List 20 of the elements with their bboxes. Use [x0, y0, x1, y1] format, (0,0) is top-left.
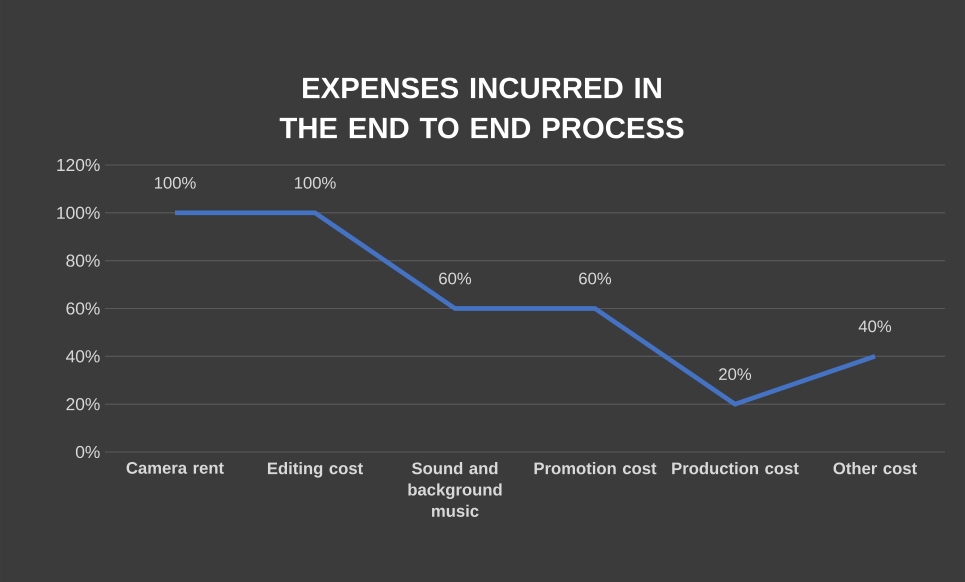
chart-title: EXPENSES INCURRED IN THE END TO END PROCESS	[280, 78, 684, 138]
data-label: 40%	[858, 320, 892, 332]
data-label: 100%	[154, 176, 196, 189]
x-tick-label: Editing cost	[268, 462, 363, 478]
y-tick-label: 60%	[66, 302, 100, 315]
data-label: 60%	[579, 272, 612, 284]
data-label: 60%	[439, 272, 472, 284]
x-tick-label: Camera rent	[126, 462, 224, 474]
y-tick-label: 20%	[66, 398, 100, 410]
y-tick-label: 100%	[57, 206, 100, 219]
data-label: 20%	[719, 368, 752, 380]
x-tick-label: Promotion cost	[534, 462, 656, 474]
x-tick-label: Production cost	[672, 462, 799, 474]
x-tick-label: Sound and background music	[408, 462, 502, 517]
y-tick-label: 120%	[57, 158, 100, 172]
data-label: 100%	[294, 176, 336, 189]
y-tick-label: 80%	[66, 254, 100, 267]
y-tick-label: 40%	[66, 350, 100, 362]
y-tick-label: 0%	[76, 446, 100, 458]
x-tick-label: Other cost	[834, 462, 917, 474]
